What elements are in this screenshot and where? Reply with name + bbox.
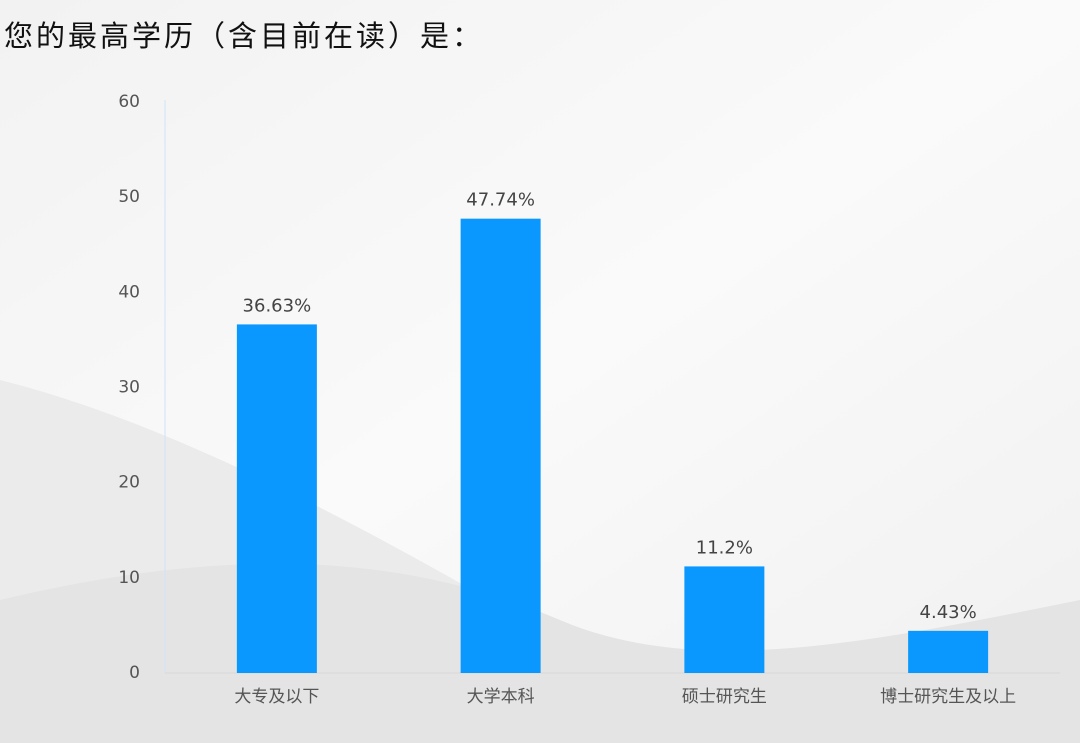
x-tick-label: 大学本科 — [467, 687, 535, 707]
bar — [460, 218, 541, 674]
y-tick-label: 50 — [118, 187, 140, 207]
y-tick-label: 20 — [118, 473, 140, 493]
y-tick-label: 40 — [118, 282, 140, 302]
y-tick-label: 10 — [118, 568, 140, 588]
y-tick-label: 30 — [118, 378, 140, 398]
data-label: 11.2% — [696, 537, 753, 558]
bar — [236, 324, 317, 673]
data-label: 4.43% — [920, 602, 977, 623]
x-tick-label: 博士研究生及以上 — [880, 687, 1016, 707]
chart-title: 您的最高学历（含目前在读）是： — [4, 19, 484, 53]
bar — [684, 566, 765, 673]
bar — [908, 630, 989, 673]
x-tick-label: 大专及以下 — [234, 687, 319, 707]
x-tick-label: 硕士研究生 — [682, 687, 767, 707]
y-tick-label: 60 — [118, 92, 140, 112]
data-label: 36.63% — [243, 295, 312, 316]
data-label: 47.74% — [466, 190, 535, 211]
y-tick-label: 0 — [129, 663, 140, 683]
